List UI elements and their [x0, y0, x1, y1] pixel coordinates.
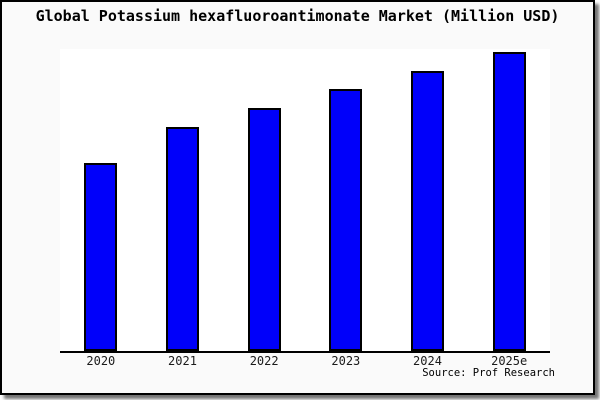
x-tick-label-2021: 2021 — [168, 354, 197, 368]
plot-area — [60, 49, 550, 353]
bar-2021 — [166, 126, 199, 351]
bar-2022 — [247, 107, 281, 351]
x-tick-label-2020: 2020 — [86, 354, 116, 368]
chart-panel: Global Potassium hexafluoroantimonate Ma… — [0, 0, 595, 395]
bar-2024 — [411, 70, 444, 351]
chart-title: Global Potassium hexafluoroantimonate Ma… — [35, 7, 560, 25]
bar-2020 — [84, 163, 118, 351]
x-tick-label-2023: 2023 — [331, 354, 361, 368]
bar-2023 — [329, 88, 363, 351]
source-attribution: Source: Prof Research — [422, 367, 555, 379]
x-tick-label-2022: 2022 — [249, 354, 279, 368]
x-tick-label-2024: 2024 — [413, 354, 442, 368]
x-tick-label-2025e: 2025e — [491, 354, 528, 368]
bar-2025e — [492, 52, 526, 351]
